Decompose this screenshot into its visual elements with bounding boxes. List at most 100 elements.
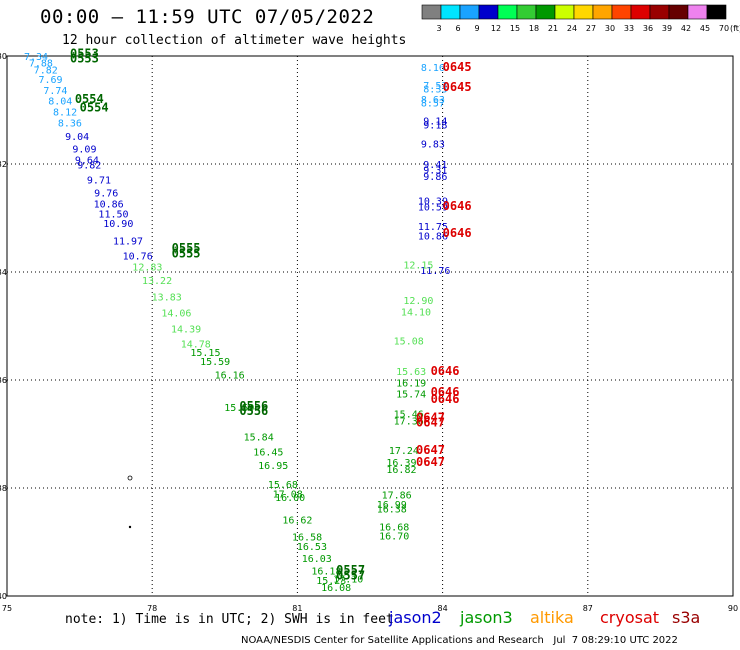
wave-height-label: 11.50 bbox=[98, 210, 128, 221]
wave-height-label: 10.86 bbox=[94, 199, 124, 210]
x-tick-label: 75 bbox=[2, 604, 12, 613]
wave-height-label: 16.95 bbox=[258, 461, 288, 472]
colorbar-tick: 39 bbox=[662, 24, 672, 33]
wave-height-label: 16.03 bbox=[302, 554, 332, 565]
wave-height-label: 17.24 bbox=[389, 446, 419, 457]
x-tick-label: 84 bbox=[438, 604, 448, 613]
axis-ticks: 75 78 81 84 87 90 -30 -32 -34 -36 -38 -40 bbox=[0, 52, 738, 613]
wave-height-label: 8.57 bbox=[421, 98, 445, 109]
wave-height-label: 8.16 bbox=[421, 63, 445, 74]
wave-height-label: 7.74 bbox=[43, 86, 67, 97]
colorbar-swatch bbox=[630, 4, 651, 20]
wave-height-label: 14.10 bbox=[401, 307, 431, 318]
wave-height-label: 9.76 bbox=[94, 189, 118, 200]
y-tick-label: -32 bbox=[0, 160, 7, 169]
wave-height-label: 11.76 bbox=[420, 266, 450, 277]
plot-frame bbox=[6, 55, 734, 597]
colorbar-tick: 27 bbox=[586, 24, 596, 33]
wave-height-label: 16.58 bbox=[292, 533, 322, 544]
pass-time-label: 0647 bbox=[416, 416, 445, 430]
wave-height-label: 16.68 bbox=[379, 522, 409, 533]
colorbar-swatch bbox=[592, 4, 613, 20]
wave-height-label: 9.18 bbox=[423, 121, 447, 132]
colorbar-tick: 33 bbox=[624, 24, 634, 33]
y-tick-label: -36 bbox=[0, 376, 7, 385]
wave-height-label: 16.45 bbox=[253, 447, 283, 458]
wave-height-label: 15.63 bbox=[396, 367, 426, 378]
colorbar-tick: 70 bbox=[719, 24, 729, 33]
page-subtitle: 12 hour collection of altimeter wave hei… bbox=[62, 33, 407, 48]
pass-time-label: 0554 bbox=[80, 100, 109, 114]
colorbar-swatch bbox=[706, 4, 727, 20]
wave-height-label: 10.39 bbox=[418, 197, 448, 208]
wave-height-label: 15.46 bbox=[394, 409, 424, 420]
land-dot bbox=[127, 475, 133, 481]
pass-time-label: 0553 bbox=[70, 46, 99, 60]
wave-height-label: 13.83 bbox=[152, 292, 182, 303]
colorbar-swatch bbox=[440, 4, 461, 20]
wave-height-label: 9.31 bbox=[423, 165, 447, 176]
wave-height-label: 7.34 bbox=[24, 52, 48, 63]
pass-time-label: 0554 bbox=[75, 92, 104, 106]
wave-height-label: 17.08 bbox=[273, 489, 303, 500]
wave-height-label: 8.12 bbox=[53, 108, 77, 119]
wave-height-label: 11.97 bbox=[113, 237, 143, 248]
wave-height-label: 16.38 bbox=[377, 505, 407, 516]
colorbar-tick: 30 bbox=[605, 24, 615, 33]
wave-height-label: 12.15 bbox=[403, 260, 433, 271]
colorbar-swatch bbox=[421, 4, 442, 20]
land-dot bbox=[128, 525, 132, 529]
y-tick-label: -34 bbox=[0, 268, 7, 277]
wave-height-label: 16.00 bbox=[275, 493, 305, 504]
wave-height-label: 14.78 bbox=[181, 339, 211, 350]
wave-height-label: 16.19 bbox=[396, 379, 426, 390]
colorbar-tick: 42 bbox=[681, 24, 691, 33]
colorbar-tick: 6 bbox=[455, 24, 460, 33]
wave-height-label: 9.83 bbox=[421, 139, 445, 150]
wave-height-label: 15.59 bbox=[224, 403, 254, 414]
colorbar-swatch bbox=[687, 4, 708, 20]
wave-height-label: 15.23 bbox=[316, 576, 346, 587]
colorbar-tick: 18 bbox=[529, 24, 539, 33]
colorbar-swatch bbox=[516, 4, 537, 20]
wave-height-label: 16.39 bbox=[386, 458, 416, 469]
colorbar-tick: 15 bbox=[510, 24, 520, 33]
wave-height-label: 9.09 bbox=[72, 144, 96, 155]
wave-height-label: 10.76 bbox=[123, 251, 153, 262]
y-tick-label: -30 bbox=[0, 52, 7, 61]
pass-time-label: 0647 bbox=[416, 455, 445, 469]
wave-height-label: 14.39 bbox=[171, 325, 201, 336]
y-tick-label: -40 bbox=[0, 592, 7, 601]
pass-time-label: 0646 bbox=[431, 364, 460, 378]
wave-height-label: 17.86 bbox=[382, 490, 412, 501]
grid bbox=[7, 56, 733, 596]
wave-height-label: 15.68 bbox=[268, 480, 298, 491]
y-tick-label: -38 bbox=[0, 484, 7, 493]
wave-height-label: 7.69 bbox=[39, 75, 63, 86]
wave-height-label: 15.84 bbox=[244, 433, 274, 444]
wave-height-label: 10.59 bbox=[418, 203, 448, 214]
wave-height-label: 8.33 bbox=[423, 84, 447, 95]
pass-time-label: 0555 bbox=[172, 247, 201, 261]
colorbar-swatch bbox=[535, 4, 556, 20]
wave-height-label: 13.22 bbox=[142, 276, 172, 287]
pass-time-label: 0646 bbox=[431, 385, 460, 399]
pass-time-label: 0646 bbox=[443, 199, 472, 213]
colorbar-tick: 21 bbox=[548, 24, 558, 33]
footnote: note: 1) Time is in UTC; 2) SWH is in fe… bbox=[65, 612, 394, 627]
page-title: 00:00 – 11:59 UTC 07/05/2022 bbox=[40, 6, 375, 28]
wave-height-label: 12.83 bbox=[132, 263, 162, 274]
wave-height-label: 11.75 bbox=[418, 222, 448, 233]
wave-height-label: 14.06 bbox=[161, 309, 191, 320]
pass-time-label: 0555 bbox=[172, 241, 201, 255]
credit-line: NOAA/NESDIS Center for Satellite Applica… bbox=[241, 635, 678, 646]
x-tick-label: 78 bbox=[147, 604, 157, 613]
colorbar-swatch bbox=[459, 4, 480, 20]
wave-height-label: 9.41 bbox=[423, 160, 447, 171]
pass-time-label: 0647 bbox=[416, 443, 445, 457]
wave-height-label: 15.08 bbox=[394, 337, 424, 348]
data-labels: 9.149.189.839.419.319.8610.3910.5911.751… bbox=[24, 46, 472, 594]
colorbar-swatch bbox=[649, 4, 670, 20]
satellite-jason2: jason2 bbox=[389, 608, 442, 627]
